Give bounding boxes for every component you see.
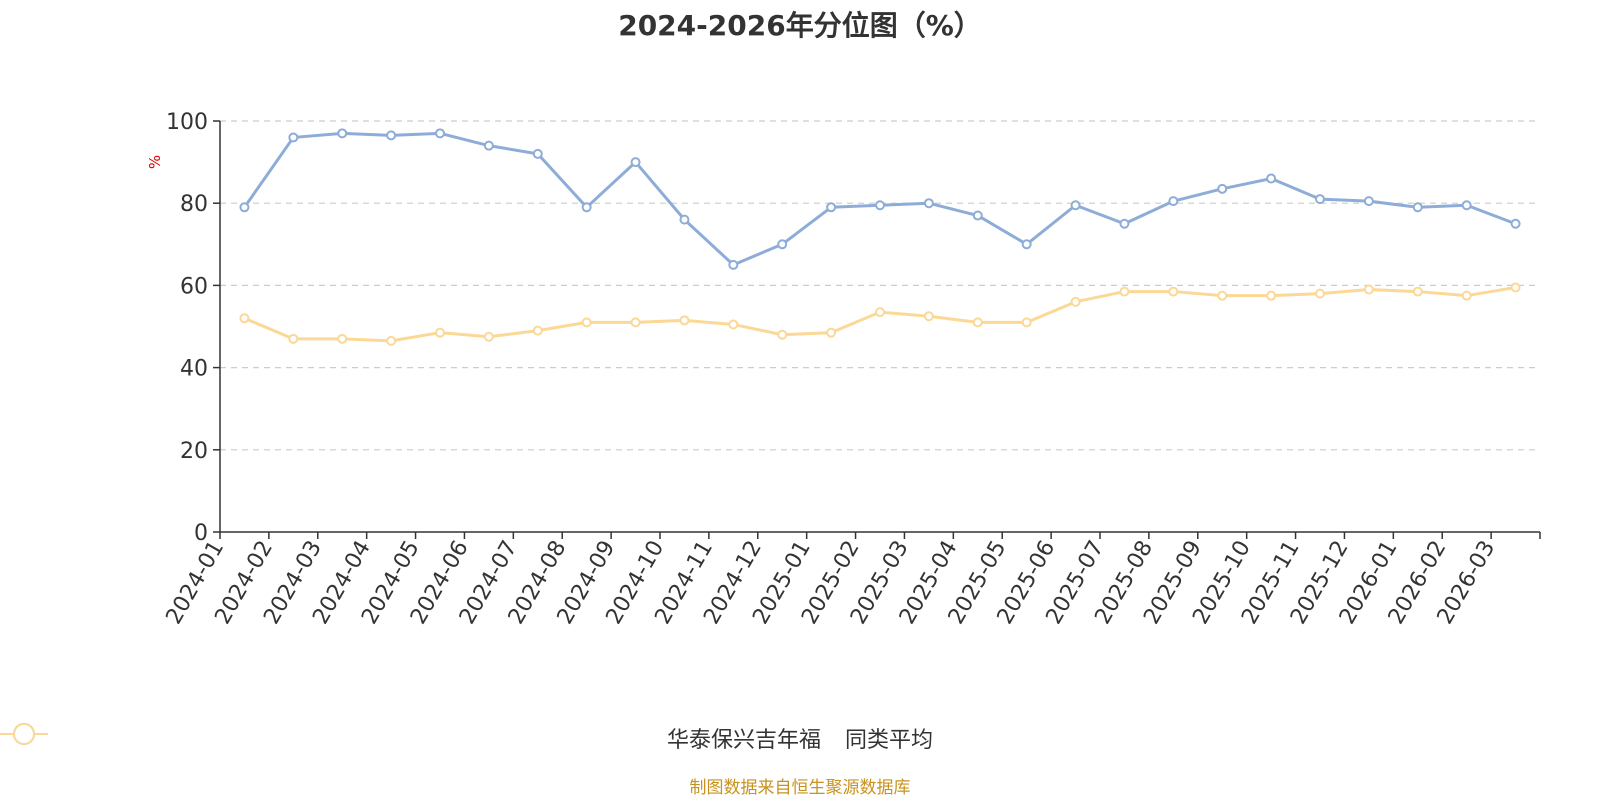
data-point-series-2 xyxy=(288,333,299,344)
y-tick-label: 60 xyxy=(180,274,208,299)
data-point-series-1 xyxy=(679,214,690,225)
data-point-series-2 xyxy=(337,333,348,344)
data-point-series-1 xyxy=(728,259,739,270)
data-point-series-2 xyxy=(1217,290,1228,301)
data-point-series-2 xyxy=(1412,286,1423,297)
data-point-series-2 xyxy=(679,315,690,326)
data-point-series-2 xyxy=(483,331,494,342)
data-point-series-1 xyxy=(1119,218,1130,229)
data-point-series-2 xyxy=(1266,290,1277,301)
data-point-series-1 xyxy=(1315,194,1325,205)
data-point-series-2 xyxy=(1461,290,1472,301)
legend: 华泰保兴吉年福 同类平均 xyxy=(0,722,1600,754)
y-tick-label: 20 xyxy=(180,439,208,464)
data-point-series-2 xyxy=(1119,286,1130,297)
legend-item-series-1[interactable]: 华泰保兴吉年福 xyxy=(0,722,821,754)
y-tick-label: 80 xyxy=(180,192,208,217)
data-point-series-1 xyxy=(386,130,397,141)
legend-label-series-1: 华泰保兴吉年福 xyxy=(666,728,821,753)
data-point-series-1 xyxy=(239,202,250,213)
data-point-series-1 xyxy=(826,202,837,213)
data-point-series-1 xyxy=(435,128,445,139)
legend-label-series-2: 同类平均 xyxy=(845,728,934,753)
data-point-series-2 xyxy=(435,327,445,338)
data-point-series-2 xyxy=(923,311,934,322)
data-point-series-1 xyxy=(288,132,299,143)
data-point-series-1 xyxy=(1168,196,1179,207)
data-point-series-1 xyxy=(972,210,983,221)
data-point-series-2 xyxy=(1168,286,1179,297)
data-point-series-1 xyxy=(1461,200,1472,211)
data-point-series-1 xyxy=(630,157,641,168)
y-tick-label: 100 xyxy=(166,110,208,135)
data-point-series-2 xyxy=(777,329,788,340)
data-point-series-1 xyxy=(1363,196,1374,207)
data-point-series-1 xyxy=(875,200,885,211)
data-point-series-2 xyxy=(386,335,397,346)
data-point-series-2 xyxy=(1315,288,1325,299)
data-point-series-2 xyxy=(581,317,592,328)
data-point-series-1 xyxy=(1510,218,1521,229)
data-point-series-2 xyxy=(728,319,739,330)
data-point-series-2 xyxy=(1070,296,1081,307)
data-point-series-1 xyxy=(1217,183,1228,194)
data-point-series-2 xyxy=(532,325,543,336)
y-tick-label: 40 xyxy=(180,357,208,382)
data-point-series-2 xyxy=(1510,282,1521,293)
data-point-series-2 xyxy=(1363,284,1374,295)
data-point-series-2 xyxy=(972,317,983,328)
data-point-series-1 xyxy=(1021,239,1032,250)
legend-marker-series-2 xyxy=(0,723,48,745)
data-point-series-1 xyxy=(1070,200,1081,211)
data-point-series-1 xyxy=(1266,173,1277,184)
y-tick-label: 0 xyxy=(194,521,208,546)
data-point-series-2 xyxy=(875,307,885,318)
data-point-series-1 xyxy=(581,202,592,213)
data-point-series-2 xyxy=(826,327,837,338)
data-point-series-1 xyxy=(532,148,543,159)
chart-title: 2024-2026年分位图（%） xyxy=(618,9,982,42)
data-point-series-2 xyxy=(630,317,641,328)
data-point-series-2 xyxy=(239,313,250,324)
data-point-series-1 xyxy=(777,239,788,250)
data-point-series-1 xyxy=(923,198,934,209)
data-point-series-2 xyxy=(1021,317,1032,328)
data-point-series-1 xyxy=(337,128,348,139)
data-point-series-1 xyxy=(1412,202,1423,213)
source-note: 制图数据来自恒生聚源数据库 xyxy=(689,778,911,798)
legend-item-series-2[interactable]: 同类平均 xyxy=(0,722,934,754)
data-point-series-1 xyxy=(483,140,494,151)
